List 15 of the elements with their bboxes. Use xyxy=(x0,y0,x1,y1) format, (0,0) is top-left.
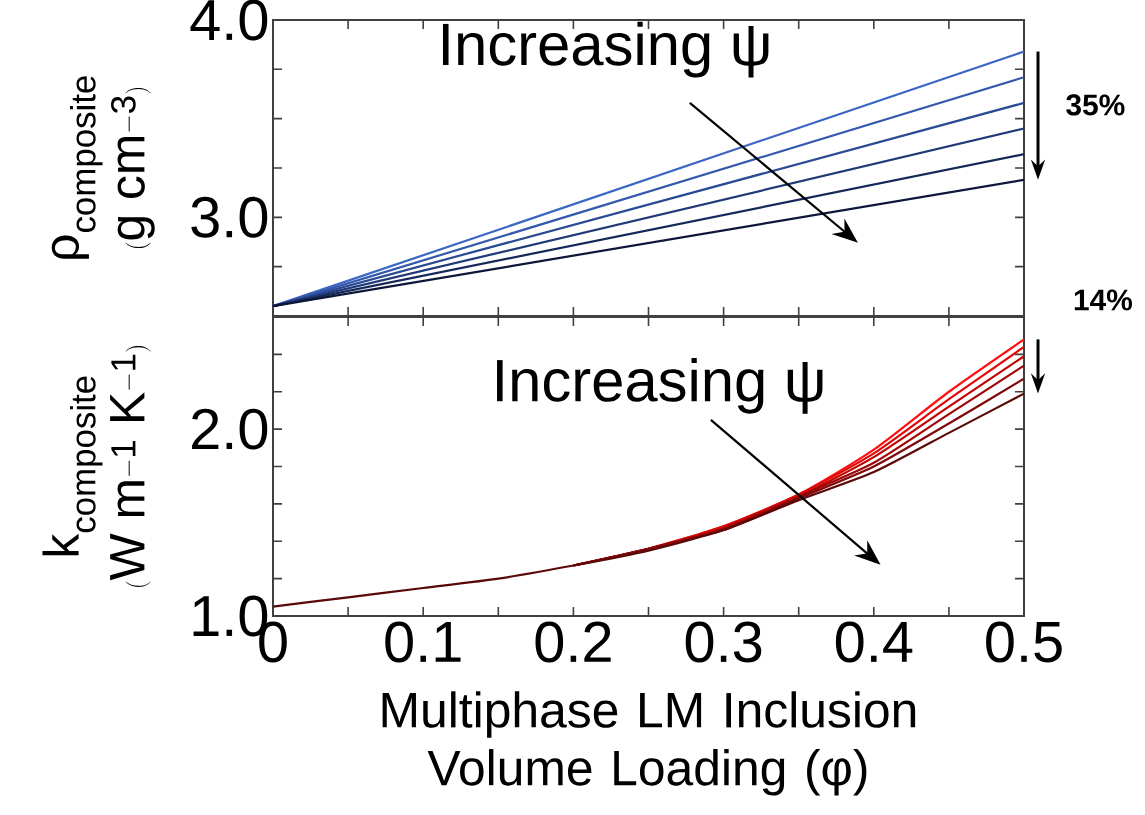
y-tick-label: 2.0 xyxy=(192,408,268,450)
x-tick-label: 0.5 xyxy=(986,621,1062,663)
x-tick-label: 0.3 xyxy=(685,621,762,663)
x-axis-title: Multiphase LM Inclusion Volume Loading (φ) xyxy=(382,691,916,796)
x-tick-label: 0.1 xyxy=(385,621,461,663)
y-axis-title: $\begin{array}{c}\mathrm{k_{composite}}\\ \mathrm{(W\ m^{-1}\ K^{-1})}\end{array}$ xyxy=(42,346,151,587)
annotation: Increasing ψ xyxy=(442,21,769,78)
text: 14% xyxy=(1074,289,1132,311)
x-tick-label: 0.2 xyxy=(535,621,611,663)
annotation: Increasing ψ xyxy=(497,357,823,414)
y-tick-label: 4.0 xyxy=(190,0,268,41)
y-tick-label: 3.0 xyxy=(191,196,268,238)
x-tick-label: 0.4 xyxy=(835,621,913,663)
y-axis-title: $\begin{array}{c}\mathrm{ρ_{composite}}\\ \mathrm{(g\ cm^{-3})}\end{array}$ xyxy=(51,76,155,259)
text: 35% xyxy=(1066,94,1125,116)
